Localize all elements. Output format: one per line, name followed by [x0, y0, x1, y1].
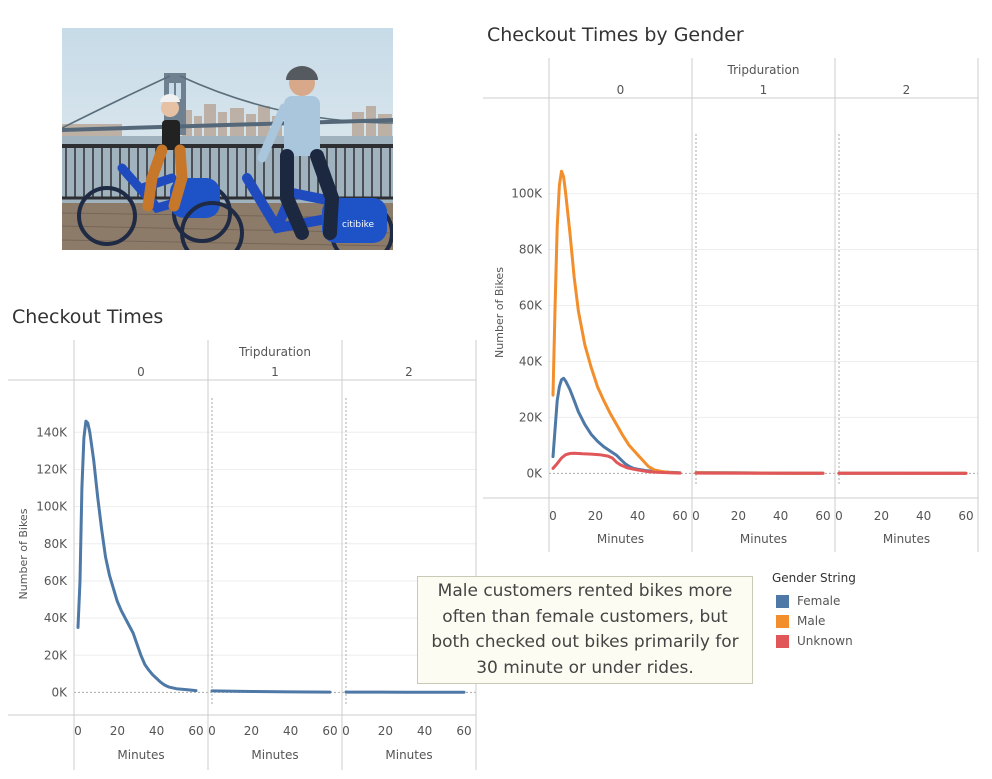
y-tick-label: 60K: [44, 574, 68, 588]
y-tick-label: 0K: [526, 466, 543, 480]
y-tick-label: 80K: [519, 243, 543, 257]
panel-header-label: 1: [271, 365, 279, 379]
x-tick-label: 60: [672, 509, 687, 523]
x-tick-label: 40: [773, 509, 788, 523]
x-tick-label: 40: [417, 724, 432, 738]
y-tick-label: 80K: [44, 537, 68, 551]
y-tick-label: 40K: [44, 611, 68, 625]
series-line-trips: [210, 689, 332, 694]
legend-swatch-unknown: [776, 634, 789, 648]
x-tick-label: 0: [835, 509, 843, 523]
x-tick-label: 20: [874, 509, 889, 523]
legend-item-male[interactable]: Male: [772, 611, 856, 631]
panel-header-label: 0: [617, 83, 625, 97]
x-tick-label: 0: [74, 724, 82, 738]
caption-line: often than female customers, but: [442, 606, 728, 627]
panel-header-label: 1: [760, 83, 768, 97]
legend-label-male: Male: [797, 614, 826, 628]
x-tick-label: 0: [208, 724, 216, 738]
caption-line: 30 minute or under rides.: [476, 657, 694, 678]
x-tick-label: 0: [549, 509, 557, 523]
x-tick-label: 0: [342, 724, 350, 738]
column-header-label: Tripduration: [238, 345, 311, 359]
x-tick-label: 40: [283, 724, 298, 738]
panel-header-label: 2: [903, 83, 911, 97]
x-axis-label: Minutes: [117, 748, 164, 762]
bike-decal-text: citibike: [342, 220, 375, 230]
legend-label-unknown: Unknown: [797, 634, 853, 648]
x-axis-label: Minutes: [385, 748, 432, 762]
cyclists-photo: citibike: [62, 28, 393, 250]
x-axis-label: Minutes: [597, 532, 644, 546]
x-tick-label: 20: [731, 509, 746, 523]
x-axis-label: Minutes: [251, 748, 298, 762]
x-tick-label: 60: [958, 509, 973, 523]
series-line-unknown: [551, 451, 682, 475]
x-tick-label: 20: [110, 724, 125, 738]
x-tick-label: 60: [456, 724, 471, 738]
x-tick-label: 60: [188, 724, 203, 738]
x-tick-label: 20: [244, 724, 259, 738]
legend-title: Gender String: [772, 571, 856, 585]
y-tick-label: 120K: [36, 462, 68, 476]
x-tick-label: 40: [149, 724, 164, 738]
x-tick-label: 20: [378, 724, 393, 738]
y-tick-label: 100K: [36, 500, 68, 514]
insight-caption: Male customers rented bikes more often t…: [417, 576, 753, 684]
y-tick-label: 0K: [51, 685, 68, 699]
x-axis-label: Minutes: [740, 532, 787, 546]
y-tick-label: 100K: [511, 187, 543, 201]
panel-header-label: 2: [405, 365, 413, 379]
y-tick-label: 140K: [36, 425, 68, 439]
x-tick-label: 0: [692, 509, 700, 523]
caption-line: both checked out bikes primarily for: [431, 632, 739, 652]
series-line-male: [551, 169, 682, 475]
panel-header-label: 0: [137, 365, 145, 379]
legend-swatch-female: [776, 594, 789, 608]
right-chart-title: Checkout Times by Gender: [487, 24, 744, 46]
column-header-label: Tripduration: [727, 63, 800, 77]
x-tick-label: 40: [630, 509, 645, 523]
x-tick-label: 40: [916, 509, 931, 523]
caption-line: Male customers rented bikes more: [437, 581, 733, 601]
x-tick-label: 20: [588, 509, 603, 523]
legend-label-female: Female: [797, 594, 841, 608]
left-chart-title: Checkout Times: [12, 306, 164, 328]
y-tick-label: 40K: [519, 354, 543, 368]
gender-legend: Gender String Female Male Unknown: [772, 571, 856, 651]
y-axis-label: Number of Bikes: [17, 508, 30, 599]
legend-swatch-male: [776, 614, 789, 628]
series-line-trips: [76, 419, 198, 693]
y-tick-label: 20K: [44, 648, 68, 662]
x-axis-label: Minutes: [883, 532, 930, 546]
legend-item-unknown[interactable]: Unknown: [772, 631, 856, 651]
x-tick-label: 60: [322, 724, 337, 738]
y-tick-label: 20K: [519, 410, 543, 424]
y-axis-label: Number of Bikes: [493, 267, 506, 358]
x-tick-label: 60: [815, 509, 830, 523]
legend-item-female[interactable]: Female: [772, 591, 856, 611]
y-tick-label: 60K: [519, 299, 543, 313]
